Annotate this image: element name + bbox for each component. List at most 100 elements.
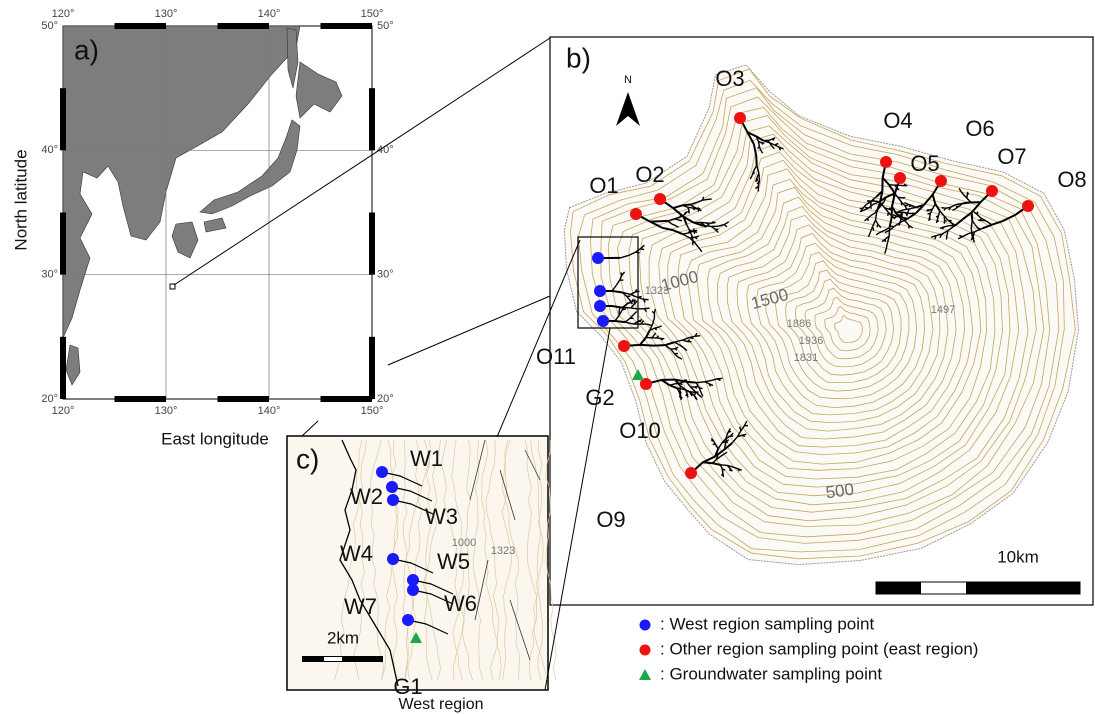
lat-tick-label: 20° [377,393,394,405]
river [928,213,931,214]
river [631,308,638,309]
panel-a: 120°120°130°130°140°140°150°150°50°50°40… [11,8,393,449]
river [971,221,972,228]
west-sampling-point [386,481,398,493]
river [615,321,625,322]
river [875,201,880,202]
border-bar [115,396,167,402]
elevation-label: 1323 [491,545,515,557]
river [978,228,980,229]
river [722,469,725,470]
east-sampling-point [894,172,906,184]
figure: 120°120°130°130°140°140°150°150°50°50°40… [0,0,1095,714]
river [877,224,878,227]
point-label: W6 [444,591,477,616]
river [703,197,704,200]
legend-label: : Other region sampling point (east regi… [660,639,978,658]
river [678,220,681,221]
elevation-label: 1497 [931,304,955,316]
point-label: G1 [393,674,422,699]
river [720,465,727,466]
river [762,143,763,145]
scale-bar-seg [876,582,921,594]
river [634,301,635,304]
river [619,307,620,311]
point-label: W1 [410,446,443,471]
river [694,231,695,233]
east-sampling-point [734,112,746,124]
river [703,462,713,463]
point-label: W7 [344,594,377,619]
point-label: W2 [350,484,383,509]
y-axis-label: North latitude [11,149,30,250]
river [930,217,931,219]
lon-tick-label: 150° [361,405,384,417]
lat-tick-label: 30° [41,269,58,281]
border-bar [218,23,270,29]
east-sampling-point [880,156,892,168]
west-sampling-point [597,315,609,327]
border-bar [321,396,373,402]
river [671,349,675,350]
river [695,396,696,399]
panel-c: W1W2W3W4W5W6W7G1c)100013232kmWest region [287,436,556,713]
river [640,249,644,250]
west-sampling-point [376,466,388,478]
point-label: W5 [437,549,470,574]
contour-label: 500 [824,480,855,503]
east-sampling-point [685,467,697,479]
river [717,454,718,456]
point-label: O2 [635,162,664,187]
west-sampling-point [387,553,399,565]
border-bar [321,23,373,29]
elevation-label: 1936 [799,335,823,347]
river [756,155,757,165]
river [963,202,971,203]
point-label: O3 [715,66,744,91]
west-sampling-point [407,584,419,596]
river [646,337,652,338]
east-sampling-point [654,193,666,205]
border-bar [369,213,375,275]
river [640,345,654,346]
border-bar [369,88,375,150]
scale-label: 2km [327,628,359,647]
east-sampling-point [935,175,947,187]
lon-tick-label: 140° [258,8,281,20]
lon-tick-label: 140° [258,405,281,417]
east-sampling-point [630,208,642,220]
river [713,444,716,445]
river [726,442,728,443]
point-label: W3 [425,504,458,529]
scale-bar-seg [966,582,1080,594]
lon-tick-label: 150° [361,8,384,20]
river [622,309,626,310]
point-label: O11 [536,344,576,369]
river [937,219,938,221]
legend-label: : West region sampling point [660,614,874,633]
west-sampling-point [402,614,414,626]
lat-tick-label: 20° [41,393,58,405]
river [865,207,868,208]
river [772,139,774,140]
legend-label: : Groundwater sampling point [660,664,882,683]
point-label: W4 [340,541,373,566]
point-label: O4 [883,108,912,133]
scale-bar-seg [324,657,342,661]
river [612,291,622,292]
border-bar [60,88,66,150]
point-label: O8 [1057,167,1086,192]
lat-tick-label: 50° [41,20,58,32]
point-label: O1 [589,173,618,198]
border-bar [218,396,270,402]
point-label: O6 [965,116,994,141]
elevation-label: 1000 [452,537,476,549]
caption: West region [398,696,483,713]
river [711,440,713,441]
point-label: O9 [596,507,625,532]
point-label: O7 [997,144,1026,169]
lon-tick-label: 130° [155,8,178,20]
river [689,338,693,339]
west-sampling-point [592,252,604,264]
